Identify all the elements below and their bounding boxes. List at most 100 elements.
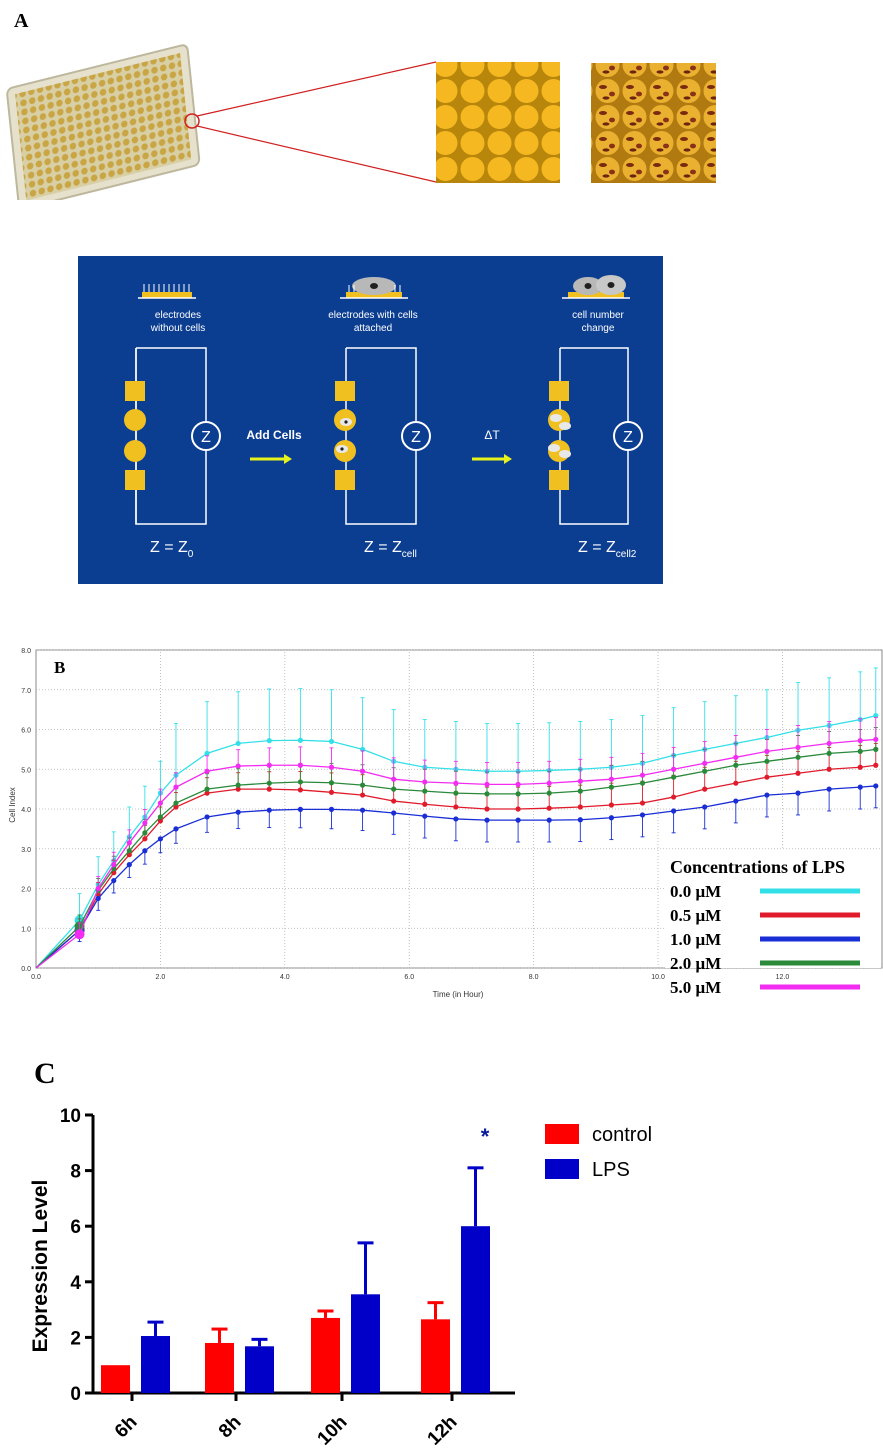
data-point: [764, 792, 770, 798]
x-tick-label: 10h: [314, 1412, 352, 1445]
y-tick-label: 1.0: [21, 926, 31, 933]
data-point: [873, 712, 879, 719]
data-point: [857, 748, 863, 754]
data-point: [359, 807, 366, 813]
data-point: [515, 791, 521, 797]
x-tick-label: 8h: [215, 1412, 246, 1443]
data-point: [733, 762, 739, 768]
electrode-photo-empty: [436, 62, 560, 183]
data-point: [453, 780, 459, 786]
data-point: [639, 780, 646, 786]
data-point: [826, 740, 832, 747]
legend-label: 0.0 μM: [670, 882, 721, 901]
data-point: [546, 780, 552, 786]
data-point: [95, 885, 101, 892]
data-point: [608, 784, 615, 790]
data-point: [157, 814, 164, 820]
bar: [351, 1294, 380, 1393]
data-point: [826, 786, 832, 792]
y-tick-label: 0.0: [21, 966, 31, 973]
data-point: [328, 780, 335, 786]
data-point: [142, 830, 148, 836]
stage1-caption-line2: without cells: [150, 323, 205, 334]
legend: 0.0 μM 0.5 μM 1.0 μM 2.0 μM 5.0 μM: [670, 882, 860, 997]
data-point: [266, 738, 272, 744]
data-point: [733, 780, 739, 786]
y-tick-label: 8: [70, 1162, 81, 1183]
legend-title: Concentrations of LPS: [670, 857, 845, 877]
data-point: [546, 790, 552, 796]
stage3-formula: Z = Zcell2: [578, 539, 637, 560]
data-point: [453, 804, 459, 810]
data-point: [577, 788, 583, 794]
data-point: [266, 807, 272, 813]
y-tick-label: 6.0: [21, 728, 31, 735]
y-tick-label: 5.0: [21, 767, 31, 774]
panel-b-letter: B: [54, 658, 65, 677]
data-point: [391, 810, 397, 816]
x-tick-label: 8.0: [529, 974, 539, 981]
arrow1-label: Add Cells: [246, 428, 302, 442]
data-point: [873, 736, 879, 743]
stage2-caption-line1: electrodes with cells: [328, 310, 417, 321]
x-tick-labels: 0.0 2.0 4.0 6.0 8.0 10.0 12.0: [31, 974, 789, 981]
panel-c: C Expression Level 0 2 4 6 8 10 6h 8h 10h 12h * c…: [0, 1040, 883, 1450]
data-point: [359, 768, 366, 774]
y-tick-label: 2: [70, 1328, 81, 1349]
data-point: [297, 779, 303, 785]
zoom-line-bottom: [196, 125, 437, 183]
data-point: [608, 776, 615, 782]
y-tick-labels: 0.0 1.0 2.0 3.0 4.0 5.0 6.0 7.0 8.0: [21, 648, 31, 973]
y-tick-label: 7.0: [21, 688, 31, 695]
data-point: [297, 806, 303, 812]
data-point: [639, 800, 646, 806]
data-point: [639, 772, 646, 778]
data-point: [857, 784, 863, 790]
data-point: [639, 812, 646, 818]
data-point: [126, 852, 132, 858]
electrode-strip-1: [142, 292, 192, 298]
bar: [461, 1226, 490, 1393]
data-point: [173, 784, 179, 790]
bar: [245, 1346, 274, 1393]
cell-index-chart: 0.0 1.0 2.0 3.0 4.0 5.0 6.0 7.0 8.0 0.0 2.0 4.0 6.0…: [8, 648, 883, 999]
data-point: [173, 804, 179, 810]
x-axis-label: Time (in Hour): [433, 990, 484, 999]
stage3-circuit: [559, 347, 629, 525]
y-tick-label: 0: [70, 1384, 81, 1405]
data-point: [173, 800, 179, 806]
data-point: [235, 740, 241, 747]
data-point: [391, 798, 397, 804]
data-point: [297, 787, 303, 793]
data-point: [702, 760, 708, 766]
stage3-z-symbol: Z: [623, 429, 633, 446]
data-point: [577, 804, 583, 810]
data-point: [608, 802, 615, 808]
stage1: electrodes without cells Z Z = Z0: [124, 284, 221, 560]
legend-label: control: [592, 1124, 652, 1146]
data-point: [157, 818, 164, 824]
panel-c-letter: C: [34, 1057, 56, 1090]
data-point: [391, 786, 397, 792]
data-point: [157, 836, 164, 842]
data-point: [484, 817, 490, 823]
data-point: [359, 782, 366, 788]
data-point: [204, 750, 210, 756]
legend-box: [665, 850, 881, 968]
stage1-z-symbol: Z: [201, 429, 211, 446]
data-point: [453, 816, 459, 822]
data-point: [671, 774, 677, 780]
data-point: [515, 817, 521, 823]
data-point: [795, 754, 801, 760]
data-point: [515, 781, 521, 787]
series-4: [35, 717, 879, 969]
data-point: [764, 758, 770, 764]
data-point: [795, 770, 801, 776]
data-point: [577, 817, 583, 823]
data-point: [328, 806, 335, 812]
data-point: [546, 805, 552, 811]
data-point: [826, 750, 832, 756]
data-point: [204, 814, 210, 820]
y-tick-label: 4.0: [21, 807, 31, 814]
data-point: [764, 774, 770, 780]
